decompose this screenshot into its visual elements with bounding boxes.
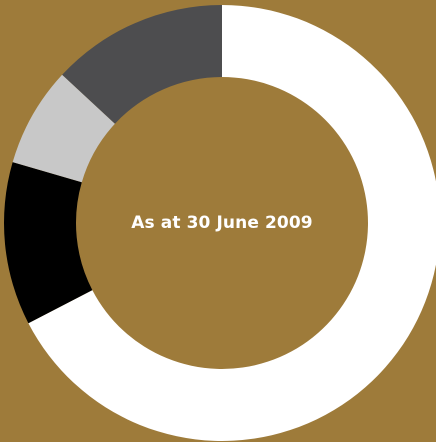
center-label: As at 30 June 2009 [131, 213, 313, 233]
donut-slice-3 [12, 74, 115, 183]
donut-slice-1 [28, 5, 436, 441]
donut-slices [3, 5, 436, 441]
donut-slice-2 [3, 162, 93, 324]
donut-slice-4 [62, 5, 223, 124]
